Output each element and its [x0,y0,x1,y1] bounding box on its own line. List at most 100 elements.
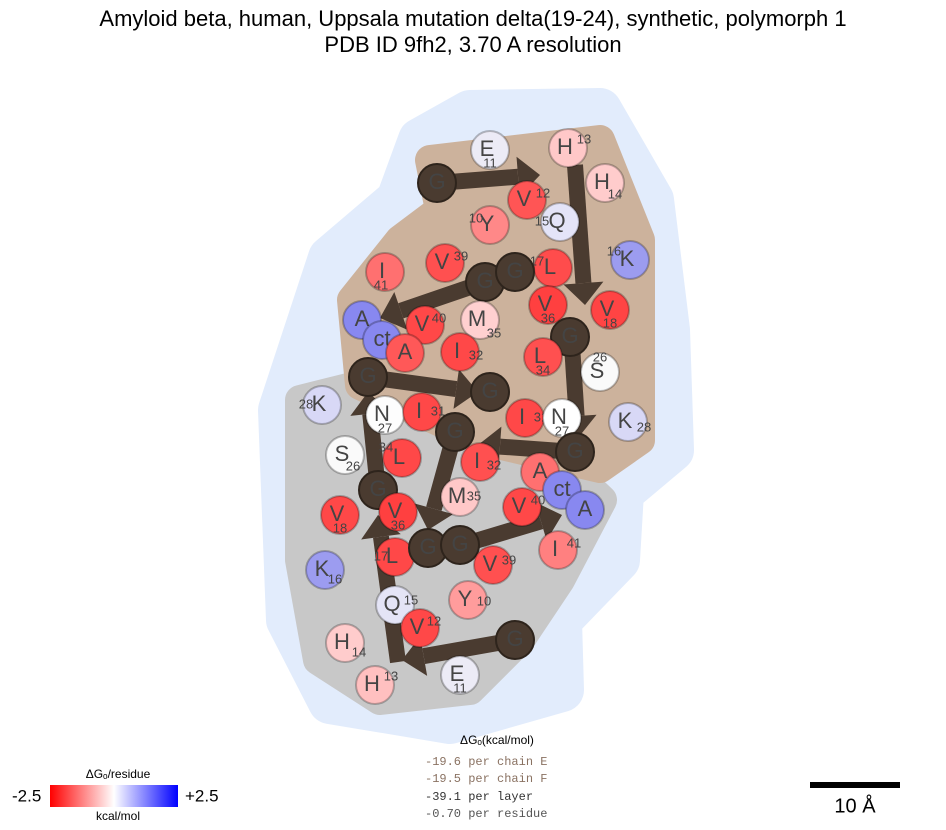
residue-letter: I [416,398,422,423]
residue-number: 13 [577,131,591,146]
scale-label: 10 Å [834,794,876,817]
residue-number: 12 [427,613,441,628]
residue: M35 [460,300,501,340]
residue-circle [502,487,542,527]
residue: V 12 [400,608,441,648]
title: Amyloid beta, human, Uppsala mutation de… [99,6,846,31]
residue-letter: G [476,268,493,293]
residue: V18 [320,495,360,535]
residue-number: 11 [483,155,497,170]
residue: Y 10 [448,580,491,620]
residue: E11 [470,130,510,170]
residue-number: 10 [469,210,483,225]
residue: L17 [374,537,415,577]
residue-circle [555,432,595,472]
residue: G [417,163,457,203]
residue-letter: M [448,483,466,508]
legend-unit: kcal/mol [96,809,140,823]
residue-number: 13 [384,668,398,683]
residue: V 12 [507,180,550,220]
residue-letter: G [506,258,523,283]
residue: V 40 [502,487,545,527]
residue: L34 [523,337,563,377]
residue-circle [302,385,342,425]
residue-letter: S [590,358,605,383]
residue: Q15 [535,202,580,242]
residue-letter: K [315,556,330,581]
residue-circle [448,580,488,620]
residue-letter: I [379,258,385,283]
residue-letter: I [474,448,480,473]
arrowhead [563,281,604,305]
residue-letter: ct [553,476,570,501]
energy-line: -39.1 per layer [425,790,533,804]
energy-title: ΔGₒ(kcal/mol) [460,733,534,747]
residue-letter: E [450,661,465,686]
residue: I 31 [402,392,445,432]
residue-number: 36 [541,310,555,325]
residue-letter: V [330,501,345,526]
residue-letter: K [312,391,327,416]
residue-letter: V [388,498,403,523]
residue-circle [325,435,365,475]
residue-number: 36 [391,517,405,532]
residue: K16 [305,550,345,590]
residue: K28 [299,385,342,425]
residue-letter: L [544,254,556,279]
residue: E11 [440,655,480,695]
residue-letter: H [594,169,610,194]
residue-number: 32 [469,347,483,362]
residue-number: 34 [536,362,550,377]
residue-letter: V [483,551,498,576]
residue: V36 [528,285,568,325]
residue-circle [425,243,465,283]
residue-number: 31 [431,403,445,418]
residue-letter: A [578,496,593,521]
residue: G [495,252,535,292]
residue: I 32 [440,332,483,372]
residue-letter: ct [373,326,390,351]
residue-letter: G [451,531,468,556]
residue-letter: V [600,296,615,321]
residue-letter: N [551,404,567,429]
residue-circle [507,180,547,220]
residue: H 13 [355,665,398,705]
residue-circle [460,300,500,340]
residue-letter: S [335,441,350,466]
residue-circle [610,240,650,280]
residue-circle [495,252,535,292]
residue-letter: H [364,671,380,696]
residue-letter: Y [458,586,473,611]
residue-letter: K [618,408,633,433]
residue: I41 [365,252,405,292]
residue-circle [470,372,510,412]
residue-circle [320,495,360,535]
residue: N27 [365,395,405,435]
residue-number: 32 [487,457,501,472]
residue: S26 [325,435,365,475]
residue-circle [550,317,590,357]
residue-letter: G [428,169,445,194]
residue-letter: V [410,614,425,639]
residue-circle [440,525,480,565]
residue-circle [325,623,365,663]
residue: I 32 [460,442,501,482]
residue: V 40 [405,305,446,345]
residue-number: 16 [607,243,621,258]
residue-number: 28 [299,396,313,411]
residue-letter: H [557,134,573,159]
residue-letter: V [435,249,450,274]
residue-letter: L [534,343,546,368]
residue-number: 26 [593,349,607,364]
residue-number: 27 [378,420,392,435]
residue-circle [460,442,500,482]
residue-number: 10 [477,593,491,608]
residue-number: 34 [379,439,393,454]
residue-circle [585,163,625,203]
residue-circle [417,163,457,203]
residue-circle [405,305,445,345]
residue-number: 40 [531,492,545,507]
legend-max: +2.5 [185,786,219,805]
